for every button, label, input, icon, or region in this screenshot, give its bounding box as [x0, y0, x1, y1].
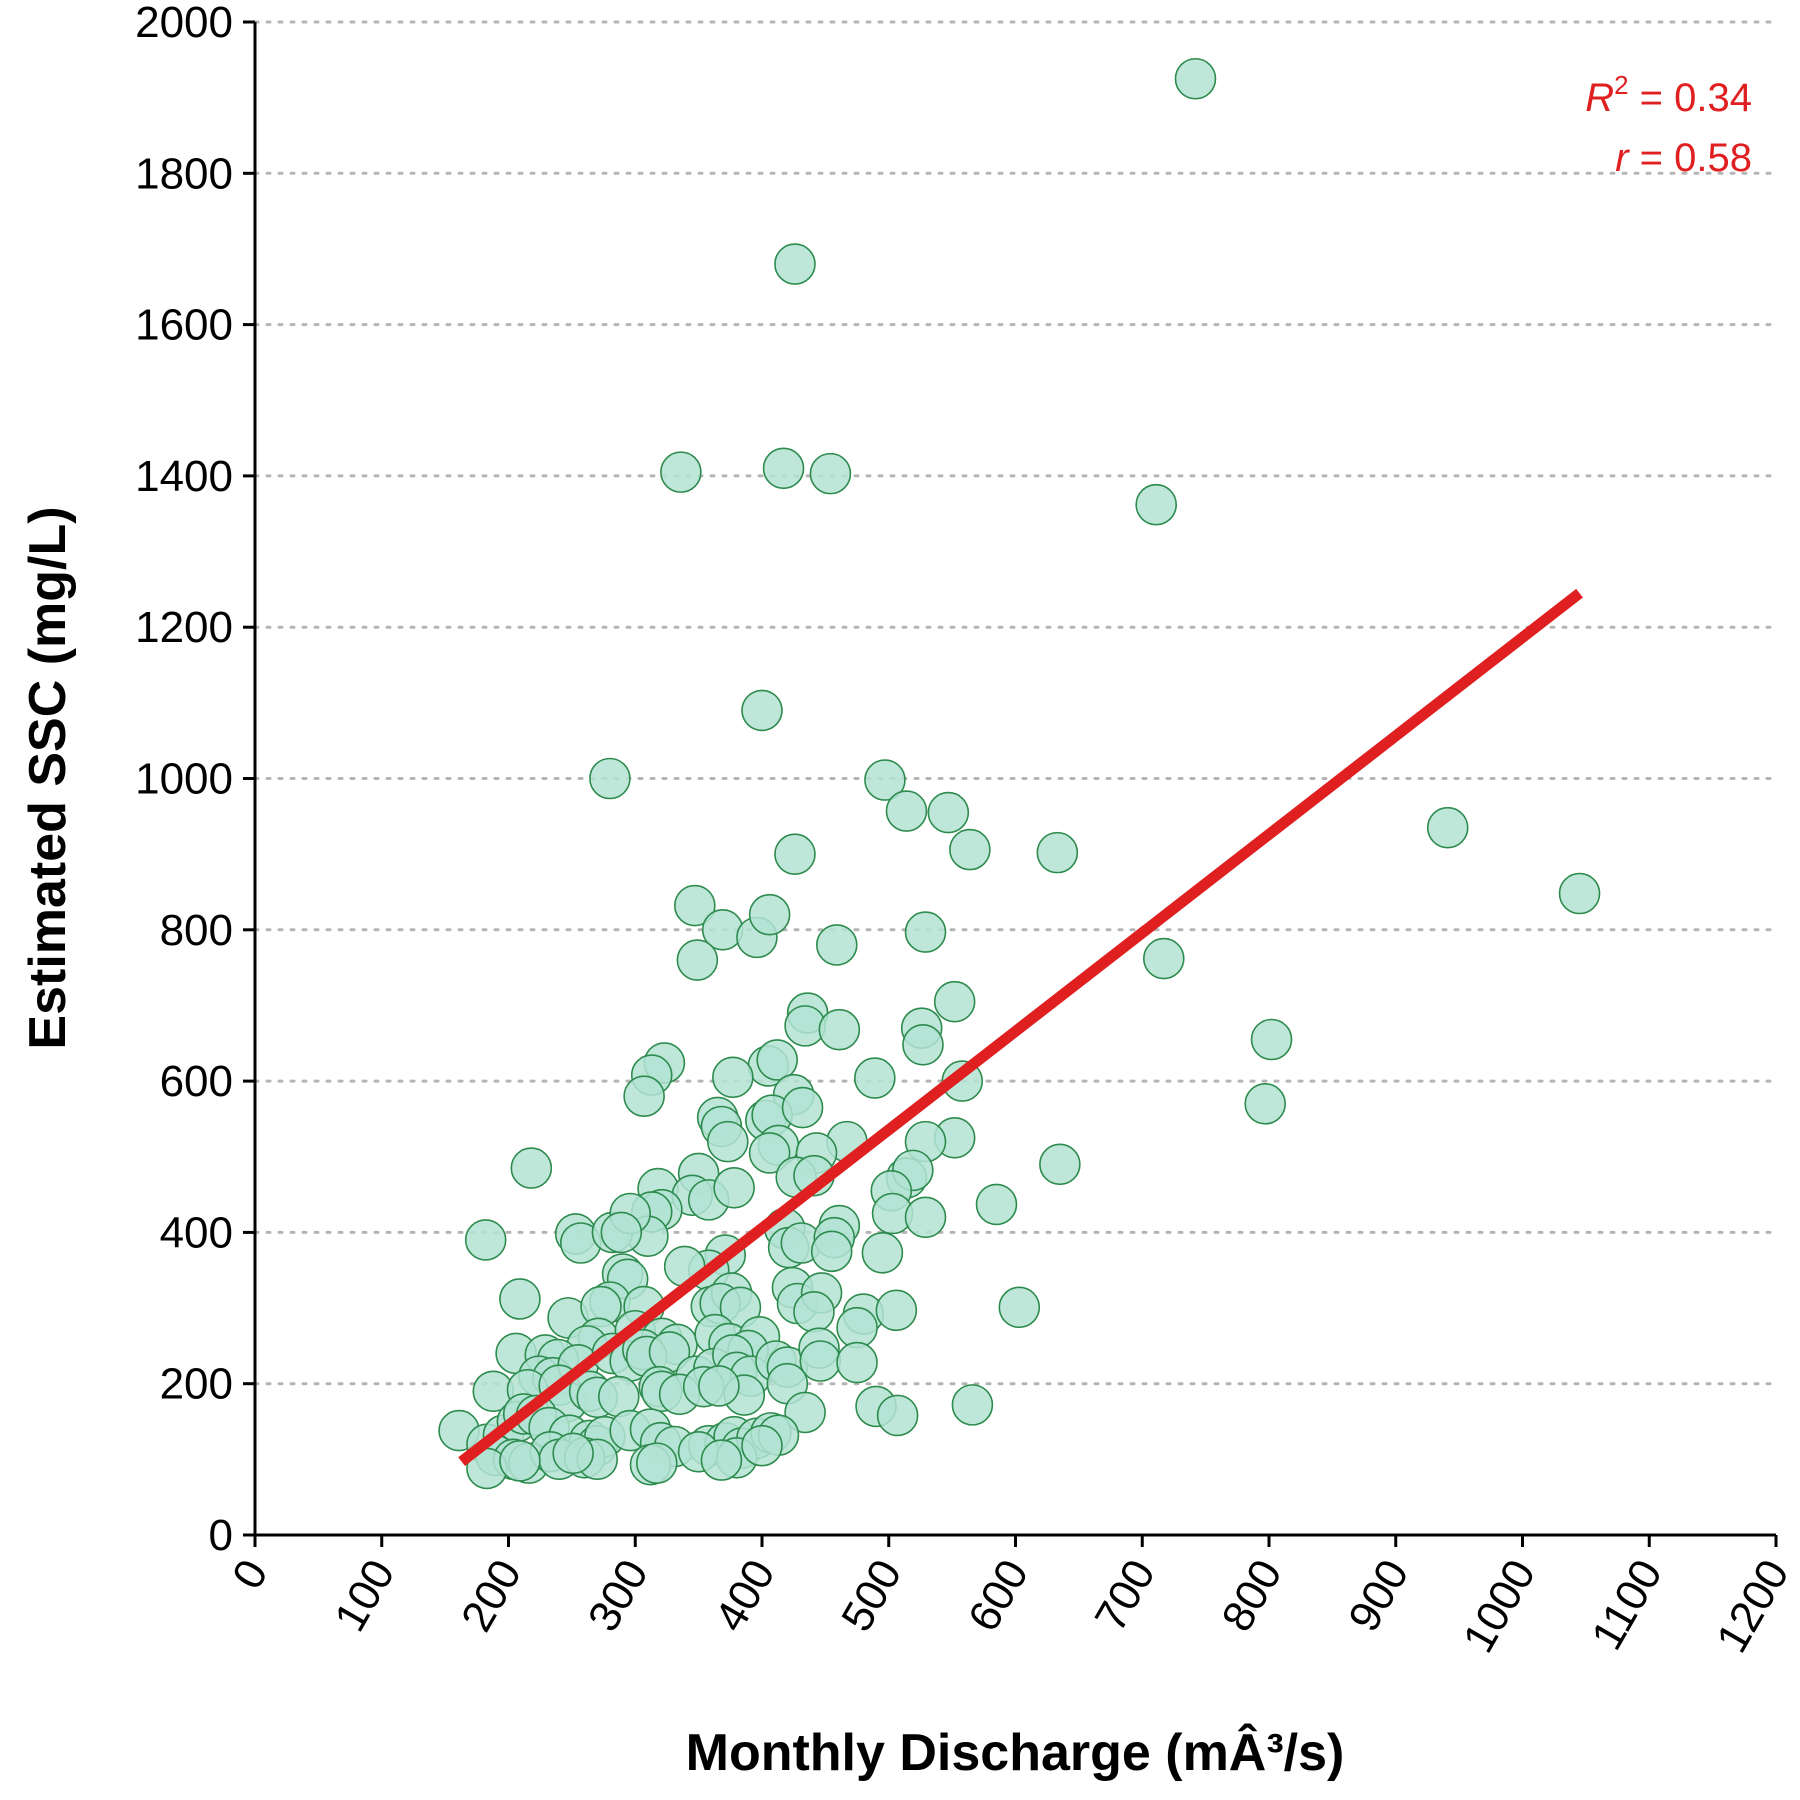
data-point	[864, 759, 906, 801]
data-point	[674, 884, 716, 927]
data-point	[1426, 806, 1469, 849]
y-tick-label: 1000	[135, 755, 233, 804]
gridlines	[253, 20, 1778, 1386]
data-point	[712, 1056, 754, 1099]
x-tick-label: 1200	[1707, 1552, 1798, 1661]
data-point	[799, 1340, 842, 1382]
data-point	[698, 1365, 740, 1407]
y-tick-label: 1400	[135, 452, 233, 501]
data-point	[904, 1196, 947, 1239]
x-tick-label: 0	[223, 1552, 278, 1598]
data-point	[748, 893, 791, 936]
y-tick-label: 2000	[135, 0, 233, 47]
x-tick-label: 1000	[1454, 1552, 1545, 1661]
r-squared-symbol: R	[1585, 76, 1614, 120]
data-point	[1135, 483, 1177, 526]
data-point	[589, 757, 631, 800]
data-point	[875, 1289, 918, 1332]
data-point	[741, 1424, 783, 1467]
data-point	[781, 1086, 824, 1129]
x-tick-label: 800	[1213, 1552, 1292, 1640]
y-tick-label: 0	[209, 1511, 233, 1560]
trend-line	[458, 588, 1583, 1466]
data-point	[499, 1278, 541, 1320]
y-tick-label: 1800	[135, 149, 233, 198]
x-tick-label: 1100	[1582, 1552, 1672, 1658]
data-point	[818, 1008, 861, 1051]
y-tick-label: 1600	[135, 301, 233, 350]
x-axis-ticks: 0 100 200 300 400 500 600 700 800 900 1000 1100 1200	[223, 1535, 1799, 1661]
data-point	[904, 911, 947, 953]
data-point	[676, 939, 719, 981]
data-point	[600, 1211, 643, 1254]
x-tick-label: 600	[959, 1552, 1038, 1640]
data-point	[927, 791, 970, 834]
data-point	[885, 790, 928, 832]
x-tick-label: 900	[1339, 1552, 1418, 1640]
data-point	[1174, 57, 1217, 100]
data-point	[876, 1394, 919, 1437]
y-tick-label: 600	[160, 1057, 233, 1106]
data-point	[774, 833, 816, 875]
data-point	[975, 1183, 1018, 1226]
r-squared-exponent: 2	[1614, 70, 1628, 100]
data-point	[949, 828, 991, 871]
data-point	[741, 689, 783, 732]
data-point	[951, 1384, 994, 1426]
data-point	[635, 1442, 678, 1484]
x-tick-label: 200	[452, 1552, 531, 1640]
y-tick-label: 800	[160, 906, 233, 955]
r-squared-value: = 0.34	[1629, 76, 1752, 120]
x-tick-label: 100	[325, 1552, 404, 1640]
data-point	[748, 1132, 791, 1174]
data-point	[1558, 872, 1601, 915]
data-point	[623, 1075, 665, 1118]
data-point	[861, 1232, 904, 1274]
r-symbol: r	[1615, 136, 1630, 180]
data-point	[1036, 831, 1079, 874]
x-tick-label: 400	[706, 1552, 785, 1640]
data-point	[784, 1391, 826, 1434]
r-value: = 0.58	[1629, 136, 1752, 180]
data-point	[998, 1286, 1041, 1329]
data-point	[552, 1432, 594, 1475]
data-point	[464, 1219, 507, 1261]
data-point	[810, 1230, 853, 1273]
y-tick-label: 400	[160, 1208, 233, 1257]
correlation-stats: R2 = 0.34 r = 0.58	[1585, 70, 1752, 180]
y-axis-ticks: 0 200 400 600 800 1000 1200 1400 1600 1800 2000	[135, 0, 255, 1560]
data-point	[1250, 1018, 1293, 1061]
data-point	[793, 1291, 835, 1333]
y-axis-title: Estimated SSC (mg/L)	[19, 506, 77, 1049]
x-axis-title: Monthly Discharge (mÂ³/s)	[686, 1723, 1345, 1782]
data-point	[774, 243, 816, 285]
data-point	[809, 452, 852, 495]
data-point	[660, 451, 702, 493]
data-point	[836, 1341, 878, 1384]
data-point	[706, 1120, 749, 1163]
x-tick-label: 700	[1086, 1552, 1165, 1640]
data-point	[1244, 1082, 1286, 1125]
y-tick-label: 1200	[135, 603, 233, 652]
data-point	[1039, 1143, 1081, 1186]
data-point	[815, 924, 858, 966]
data-point	[902, 1023, 944, 1066]
data-point	[700, 1439, 743, 1481]
data-point	[1142, 937, 1185, 980]
data-point	[933, 980, 976, 1023]
x-tick-label: 300	[579, 1552, 658, 1640]
data-point	[713, 1166, 755, 1209]
r-annotation: r = 0.58	[1615, 136, 1752, 180]
data-point	[854, 1057, 896, 1099]
data-points	[438, 57, 1601, 1490]
r-squared-annotation: R2 = 0.34	[1585, 70, 1752, 120]
trend-line-group	[458, 588, 1583, 1466]
x-tick-label: 500	[832, 1552, 911, 1640]
data-point	[762, 447, 805, 490]
data-point	[499, 1440, 541, 1482]
data-point	[510, 1147, 553, 1189]
data-point	[756, 1039, 799, 1081]
y-tick-label: 200	[160, 1360, 233, 1409]
